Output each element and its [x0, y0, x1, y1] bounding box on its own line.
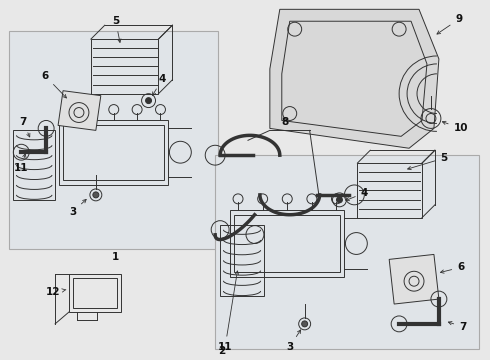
- Text: 4: 4: [152, 74, 166, 95]
- Text: 2: 2: [219, 346, 226, 356]
- Polygon shape: [389, 255, 439, 304]
- Text: 5: 5: [112, 16, 121, 42]
- Circle shape: [302, 321, 308, 327]
- Text: 4: 4: [346, 188, 368, 201]
- Polygon shape: [270, 9, 439, 148]
- Bar: [13, 130, 55, 200]
- Text: 12: 12: [46, 287, 66, 297]
- Text: 3: 3: [286, 330, 301, 352]
- Bar: [324, 39, 365, 74]
- Text: 9: 9: [437, 14, 463, 34]
- Text: 6: 6: [42, 71, 67, 98]
- Polygon shape: [58, 91, 101, 130]
- Text: 7: 7: [448, 321, 466, 332]
- Circle shape: [146, 98, 151, 104]
- Bar: [215, 155, 479, 349]
- Text: 8: 8: [281, 117, 289, 127]
- Text: 1: 1: [112, 252, 120, 262]
- Text: 11: 11: [218, 271, 239, 352]
- Bar: [91, 39, 158, 94]
- Bar: [69, 274, 121, 312]
- Circle shape: [337, 197, 343, 203]
- Bar: [230, 210, 344, 277]
- Text: 10: 10: [442, 121, 468, 134]
- Circle shape: [93, 192, 99, 198]
- Bar: [63, 125, 165, 180]
- Text: 6: 6: [441, 262, 465, 273]
- Bar: [357, 163, 422, 218]
- Text: 7: 7: [20, 117, 30, 137]
- Text: 3: 3: [70, 199, 86, 217]
- Bar: [73, 278, 117, 308]
- Bar: [220, 225, 264, 296]
- Text: 11: 11: [14, 154, 28, 173]
- Bar: [234, 215, 341, 272]
- Bar: [9, 31, 218, 249]
- Bar: [59, 121, 169, 185]
- Text: 5: 5: [408, 153, 447, 170]
